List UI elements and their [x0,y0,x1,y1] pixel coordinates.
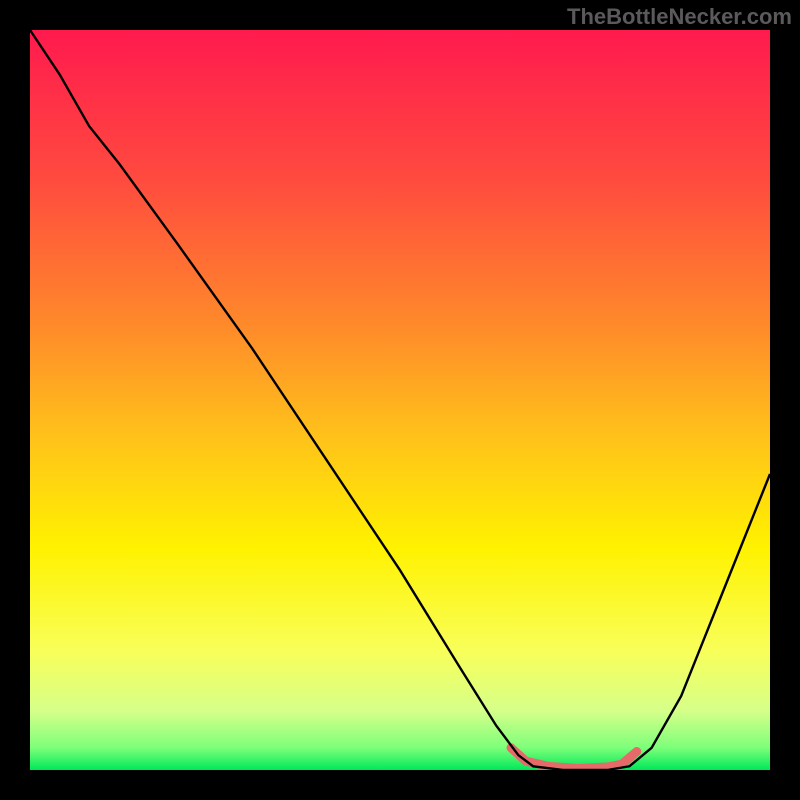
highlight-segment [511,748,637,769]
main-curve [30,30,770,770]
plot-area [30,30,770,770]
curve-layer [30,30,770,770]
watermark-text: TheBottleNecker.com [567,4,792,30]
chart-container: TheBottleNecker.com [0,0,800,800]
